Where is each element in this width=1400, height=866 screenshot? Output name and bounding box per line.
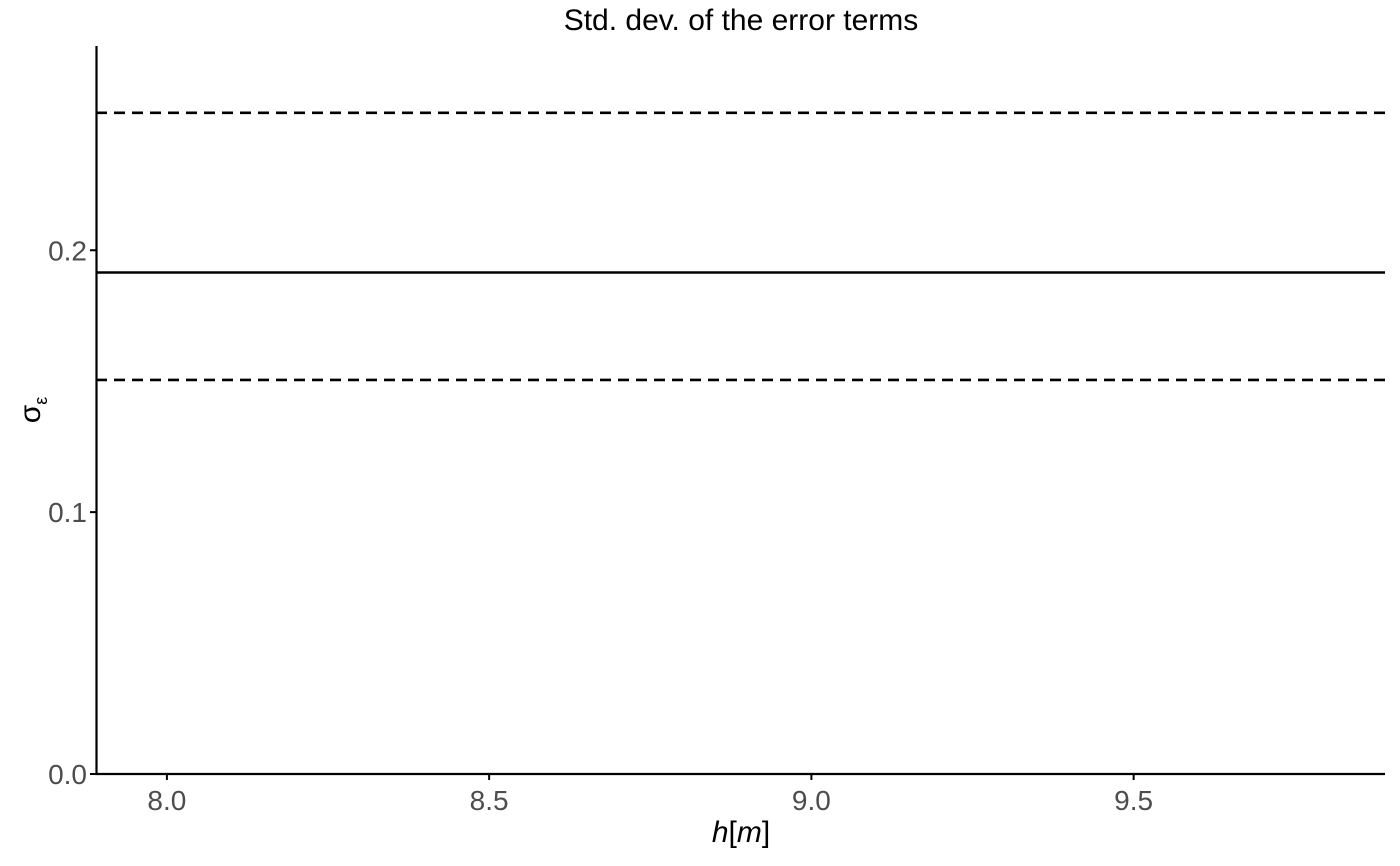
y-tick-label: 0.0 [48, 759, 87, 790]
y-axis-title-sigma: σ [14, 404, 47, 423]
x-tick-label: 9.5 [1114, 785, 1153, 816]
y-axis-title: σε [14, 397, 51, 424]
y-ticks-layer: 0.0 0.1 0.2 [48, 235, 96, 790]
x-tick-label: 9.0 [792, 785, 831, 816]
x-axis-title-m: m [737, 816, 762, 849]
x-tick-label: 8.0 [147, 785, 186, 816]
x-axis-title-close-bracket: ] [762, 816, 770, 849]
x-axis-title-h: h [712, 816, 729, 849]
y-tick-label: 0.1 [48, 497, 87, 528]
x-tick-label: 8.5 [470, 785, 509, 816]
x-axis-title-open-bracket: [ [729, 816, 738, 849]
y-tick-label: 0.2 [48, 235, 87, 266]
series-layer [96, 111, 1385, 382]
y-axis-title-epsilon: ε [31, 397, 51, 405]
x-ticks-layer: 8.0 8.5 9.0 9.5 [147, 774, 1153, 816]
chart-title: Std. dev. of the error terms [564, 4, 919, 37]
x-axis-title: h[m] [712, 816, 770, 849]
